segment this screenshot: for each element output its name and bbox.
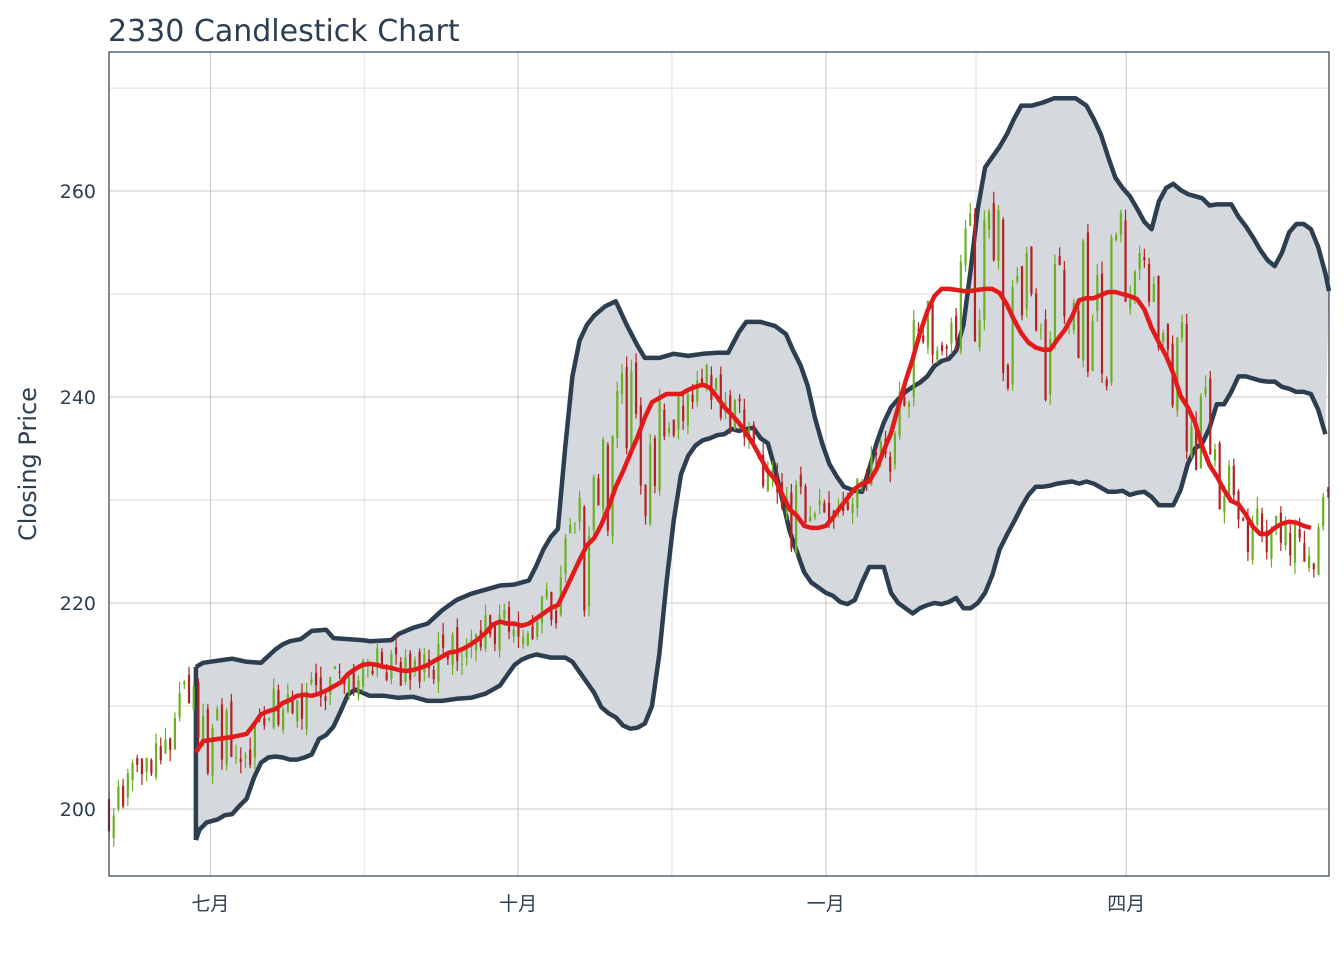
band-lower-line: [193, 374, 1328, 841]
y-tick-label: 260: [60, 181, 96, 203]
x-axis-tick-labels: 七月 十月 一月 四月: [191, 893, 1145, 915]
y-tick-label: 200: [60, 799, 96, 821]
x-tick-label: 一月: [807, 893, 845, 915]
y-tick-label: 220: [60, 593, 96, 615]
y-axis-title: Closing Price: [14, 387, 42, 541]
plot-frame: [108, 51, 1330, 877]
moving-average: [194, 286, 1312, 754]
chart-title: 2330 Candlestick Chart: [108, 14, 460, 49]
plot-panel: [107, 51, 1332, 877]
x-tick-label: 七月: [191, 893, 229, 915]
y-tick-label: 240: [60, 387, 96, 409]
band-fill: [195, 98, 1329, 841]
y-axis-tick-labels: 200 220 240 260: [60, 181, 96, 821]
x-tick-label: 四月: [1107, 893, 1145, 915]
x-tick-label: 十月: [499, 893, 537, 915]
moving-average-line: [194, 286, 1312, 754]
